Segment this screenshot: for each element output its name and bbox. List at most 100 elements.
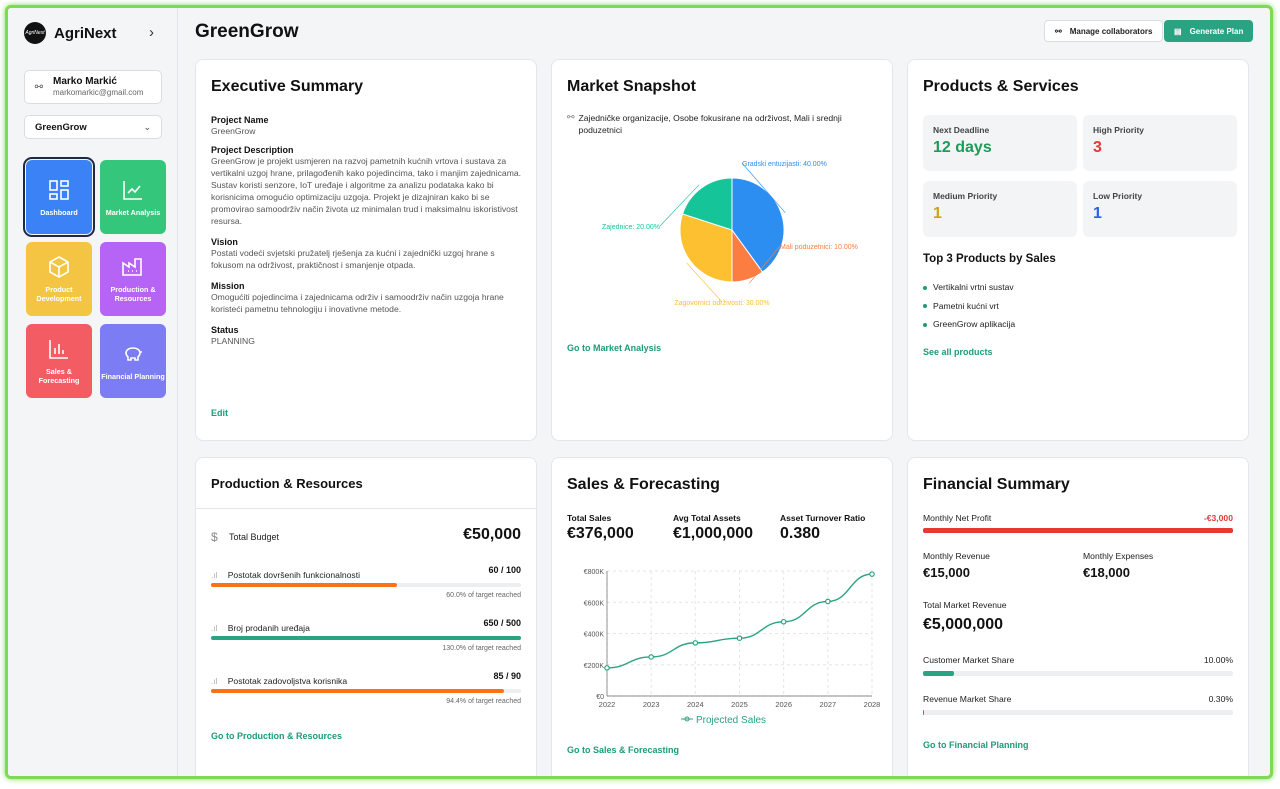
brand[interactable]: AgriNext AgriNext: [24, 22, 117, 44]
edit-link[interactable]: Edit: [211, 408, 228, 418]
generate-plan-button[interactable]: ▤ Generate Plan: [1164, 20, 1254, 42]
stat-medium-priority: Medium Priority 1: [923, 181, 1077, 237]
kpi-asset-turnover: Asset Turnover Ratio 0.380: [780, 513, 865, 543]
manage-collaborators-button[interactable]: ⚯ Manage collaborators: [1044, 20, 1164, 42]
chart-line-icon: [123, 180, 142, 200]
customer-share-bar: [923, 671, 1233, 676]
y-tick-label: €200K: [584, 663, 605, 670]
metric-value: 85 / 90: [493, 671, 521, 681]
market-snapshot-card: Market Snapshot ⚯ Zajedničke organizacij…: [551, 59, 893, 441]
progress-fill: [211, 583, 397, 587]
card-title: Production & Resources: [211, 476, 363, 491]
x-tick-label: 2027: [819, 700, 836, 709]
progress-bar: [211, 689, 521, 693]
pie-leader-line: [659, 184, 700, 227]
document-icon: ▤: [1174, 26, 1182, 36]
data-point: [736, 635, 743, 641]
customer-market-share-value: 10.00%: [1203, 655, 1233, 665]
metric-note: 94.4% of target reached: [446, 698, 521, 705]
stat-label: High Priority: [1093, 125, 1145, 135]
pie-slice: [679, 213, 733, 283]
pie-label: Gradski entuzijasti: 40.00%: [742, 161, 827, 168]
vision-value: Postati vodeći svjetski pružatelj rješen…: [211, 248, 495, 270]
projected-sales-chart: €0 €200K €400K €600K €800K 2022 2023 2024 2025 20…: [584, 569, 881, 726]
mission-label: Mission: [211, 281, 245, 291]
list-item: Pametni kućni vrt: [923, 297, 1015, 316]
project-select-value: GreenGrow: [35, 121, 87, 133]
signal-icon: .ıl: [211, 677, 218, 686]
card-title: Executive Summary: [211, 78, 364, 95]
x-tick-label: 2025: [731, 700, 748, 709]
page-title: GreenGrow: [195, 21, 299, 42]
status-label: Status: [211, 325, 239, 335]
app-name: AgriNext: [54, 24, 117, 42]
go-to-financial-planning-link[interactable]: Go to Financial Planning: [923, 740, 1029, 750]
user-name: Marko Markić: [53, 76, 117, 87]
user-icon: ⚯: [34, 81, 44, 93]
go-to-sales-forecasting-link[interactable]: Go to Sales & Forecasting: [567, 745, 680, 755]
project-select[interactable]: GreenGrow ⌄: [24, 115, 162, 139]
progress-fill: [211, 689, 504, 693]
metric-note: 60.0% of target reached: [446, 592, 521, 599]
y-tick-label: €800K: [584, 569, 605, 576]
chevron-down-icon: ⌄: [143, 121, 151, 132]
project-description-label: Project Description: [211, 145, 294, 155]
x-tick-label: 2024: [687, 700, 704, 709]
nav-financial-planning[interactable]: Financial Planning: [100, 324, 166, 398]
project-name-label: Project Name: [211, 115, 269, 125]
stat-high-priority: High Priority 3: [1083, 115, 1237, 171]
go-to-production-resources-link[interactable]: Go to Production & Resources: [211, 731, 343, 741]
financial-summary-card: Financial Summary Monthly Net Profit -€3…: [907, 457, 1249, 776]
product-name: Pametni kućni vrt: [933, 300, 999, 311]
kpi-total-sales: Total Sales €376,000: [567, 513, 634, 543]
metric-note: 130.0% of target reached: [442, 645, 521, 652]
see-all-products-link[interactable]: See all products: [923, 347, 993, 357]
chevron-right-icon[interactable]: ›: [149, 24, 154, 41]
stat-low-priority: Low Priority 1: [1083, 181, 1237, 237]
nav-label: Dashboard: [40, 207, 78, 217]
kpi-value: €376,000: [567, 525, 634, 542]
revenue-market-share-label: Revenue Market Share: [923, 694, 1012, 704]
user-email: markomarkic@gmail.com: [53, 88, 144, 97]
revenue-share-bar: [923, 710, 1233, 715]
bullet-icon: [923, 322, 927, 327]
metric-row: .ıl Postotak dovršenih funkcionalnosti 6…: [211, 565, 521, 583]
pie-slice: [681, 177, 733, 231]
nav-dashboard[interactable]: Dashboard: [23, 157, 95, 237]
progress-bar: [211, 583, 521, 587]
list-item: Vertikalni vrtni sustav: [923, 278, 1015, 297]
project-description-value: GreenGrow je projekt usmjeren na razvoj …: [211, 156, 522, 226]
manage-collaborators-label: Manage collaborators: [1069, 26, 1153, 36]
nav-production-resources[interactable]: Production & Resources: [100, 242, 166, 316]
production-resources-card: Production & Resources $ Total Budget €5…: [195, 457, 537, 776]
nav-label: Production & Resources: [110, 285, 156, 303]
generate-plan-label: Generate Plan: [1189, 26, 1244, 36]
card-title: Sales & Forecasting: [567, 476, 720, 493]
net-profit-value: -€3,000: [1203, 513, 1233, 523]
mission-value: Omogućiti pojedincima i zajednicama održ…: [211, 292, 504, 314]
kpi-label: Avg Total Assets: [673, 513, 741, 523]
bar-chart-icon: [49, 340, 68, 359]
y-tick-label: €400K: [584, 632, 605, 639]
progress-fill: [923, 671, 954, 676]
monthly-revenue-value: €15,000: [923, 565, 970, 580]
nav-sales-forecasting[interactable]: Sales & Forecasting: [26, 324, 92, 398]
factory-icon: [122, 258, 142, 276]
nav-market-analysis[interactable]: Market Analysis: [100, 160, 166, 234]
user-card[interactable]: ⚯ Marko Markić markomarkic@gmail.com: [24, 70, 162, 104]
progress-fill: [211, 636, 521, 640]
dashboard-icon: [49, 179, 69, 200]
data-point: [869, 571, 875, 577]
pie-slice: [731, 177, 785, 273]
stat-value: 1: [1093, 205, 1102, 222]
pie-label: Zajednice: 20.00%: [602, 224, 660, 231]
nav-product-development[interactable]: Product Development: [26, 242, 92, 316]
progress-fill: [923, 528, 1233, 533]
data-point: [780, 618, 787, 625]
net-profit-bar: [923, 528, 1233, 533]
bullet-icon: [923, 285, 927, 290]
nav-label: Sales & Forecasting: [38, 367, 80, 385]
nav-label: Financial Planning: [101, 371, 165, 381]
revenue-market-share-value: 0.30%: [1208, 694, 1233, 704]
go-to-market-analysis-link[interactable]: Go to Market Analysis: [567, 343, 662, 353]
